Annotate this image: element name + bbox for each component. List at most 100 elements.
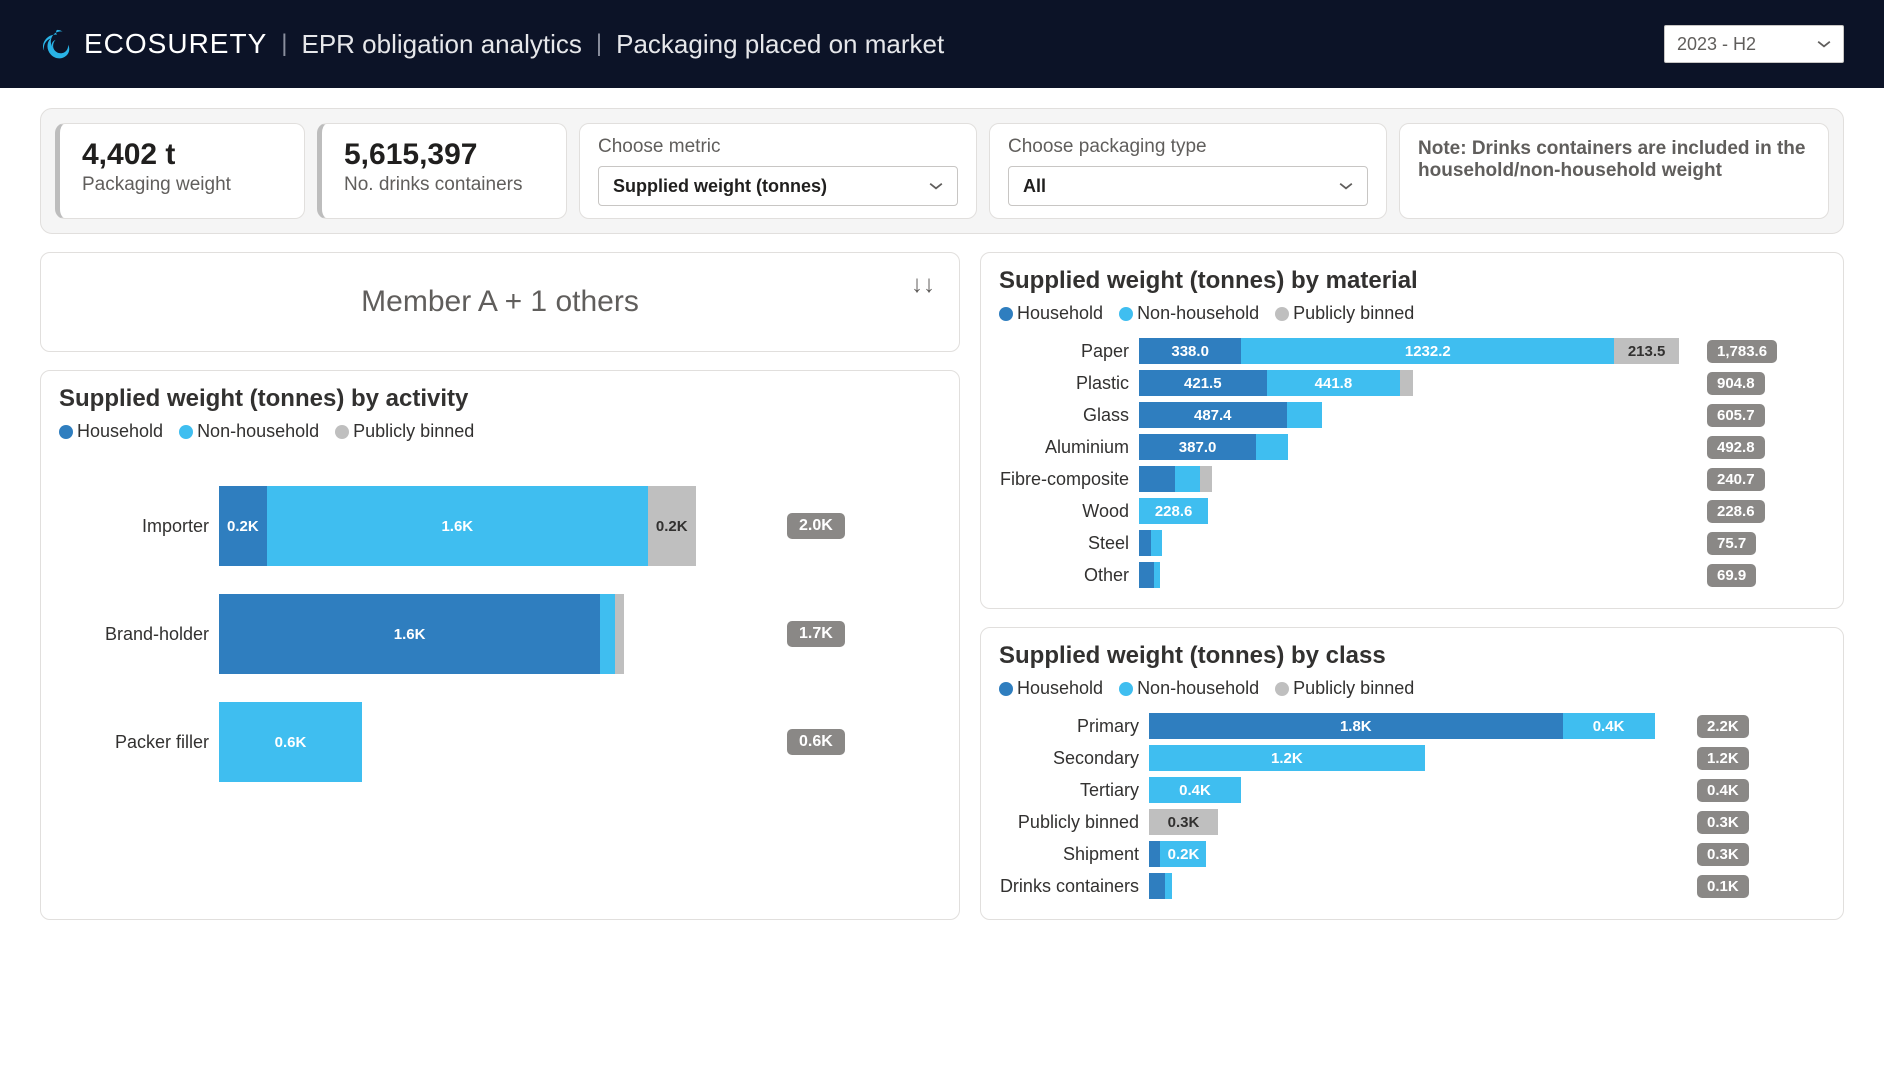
- activity-chart-card: Supplied weight (tonnes) by activity Hou…: [40, 370, 960, 920]
- bar-segment[interactable]: 0.4K: [1149, 777, 1241, 803]
- bar-row: Steel 75.7: [999, 530, 1825, 556]
- bar-segment[interactable]: 1.8K: [1149, 713, 1563, 739]
- bar-segment[interactable]: 1232.2: [1241, 338, 1614, 364]
- bar-track: 228.6: [1139, 498, 1699, 524]
- bar-segment[interactable]: 0.4K: [1563, 713, 1655, 739]
- bar-segment[interactable]: 0.3K: [1149, 809, 1218, 835]
- spiral-icon: [40, 27, 74, 61]
- kpi-value: 5,615,397: [344, 138, 544, 172]
- material-chart-card: Supplied weight (tonnes) by material Hou…: [980, 252, 1844, 609]
- legend-item[interactable]: Household: [999, 303, 1103, 324]
- bar-total-badge: 1.2K: [1697, 747, 1749, 770]
- bar-total-badge: 605.7: [1707, 404, 1765, 427]
- bar-segment[interactable]: 441.8: [1267, 370, 1401, 396]
- bar-segment[interactable]: 387.0: [1139, 434, 1256, 460]
- info-note: Note: Drinks containers are included in …: [1399, 123, 1829, 219]
- packaging-select[interactable]: All: [1008, 166, 1368, 206]
- bar-total-badge: 69.9: [1707, 564, 1756, 587]
- bar-segment[interactable]: 0.6K: [219, 702, 362, 782]
- bar-row: Brand-holder1.6K1.7K: [69, 594, 931, 674]
- chart-legend: Household Non-household Publicly binned: [59, 421, 941, 442]
- bar-track: 387.0: [1139, 434, 1699, 460]
- legend-item[interactable]: Publicly binned: [1275, 678, 1414, 699]
- legend-item[interactable]: Publicly binned: [335, 421, 474, 442]
- chevron-down-icon: [929, 179, 943, 193]
- bar-segment[interactable]: [1400, 370, 1413, 396]
- chart-title: Supplied weight (tonnes) by material: [999, 267, 1825, 295]
- bar-segment[interactable]: [600, 594, 614, 674]
- legend-dot-icon: [1119, 682, 1133, 696]
- bar-segment[interactable]: [1154, 562, 1160, 588]
- metric-selector-card: Choose metric Supplied weight (tonnes): [579, 123, 977, 219]
- legend-item[interactable]: Publicly binned: [1275, 303, 1414, 324]
- bar-segment[interactable]: 213.5: [1614, 338, 1679, 364]
- chart-bars: Primary1.8K0.4K2.2KSecondary1.2K1.2KTert…: [999, 713, 1825, 899]
- member-title: Member A + 1 others: [361, 285, 639, 319]
- kpi-label: No. drinks containers: [344, 174, 544, 196]
- bar-track: 0.2K: [1149, 841, 1689, 867]
- bar-segment[interactable]: [1139, 466, 1175, 492]
- bar-segment[interactable]: [1149, 841, 1160, 867]
- bar-segment[interactable]: 1.6K: [267, 486, 648, 566]
- packaging-selector-card: Choose packaging type All: [989, 123, 1387, 219]
- bar-segment[interactable]: [1165, 873, 1172, 899]
- bar-row: Fibre-composite240.7: [999, 466, 1825, 492]
- bar-segment[interactable]: [1139, 562, 1154, 588]
- chart-title: Supplied weight (tonnes) by activity: [59, 385, 941, 413]
- bar-total-badge: 0.4K: [1697, 779, 1749, 802]
- legend-label: Non-household: [197, 421, 319, 442]
- bar-row: Wood228.6228.6: [999, 498, 1825, 524]
- kpi-value: 4,402 t: [82, 138, 282, 172]
- legend-item[interactable]: Non-household: [1119, 303, 1259, 324]
- bar-total-badge: 1,783.6: [1707, 340, 1777, 363]
- bar-segment[interactable]: 487.4: [1139, 402, 1287, 428]
- legend-label: Household: [1017, 303, 1103, 324]
- bar-segment[interactable]: [615, 594, 625, 674]
- chevron-down-icon: [1339, 179, 1353, 193]
- header-title-2: Packaging placed on market: [616, 29, 944, 60]
- legend-label: Household: [77, 421, 163, 442]
- legend-item[interactable]: Non-household: [1119, 678, 1259, 699]
- legend-item[interactable]: Household: [999, 678, 1103, 699]
- chart-title: Supplied weight (tonnes) by class: [999, 642, 1825, 670]
- legend-label: Non-household: [1137, 678, 1259, 699]
- bar-segment[interactable]: [1175, 466, 1199, 492]
- sort-icon[interactable]: ↓↓: [911, 271, 935, 299]
- bar-category-label: Paper: [999, 341, 1139, 362]
- bar-segment[interactable]: [1151, 530, 1162, 556]
- bar-category-label: Steel: [999, 533, 1139, 554]
- bar-segment[interactable]: [1139, 530, 1151, 556]
- chart-legend: Household Non-household Publicly binned: [999, 303, 1825, 324]
- bar-total-badge: 2.0K: [787, 513, 845, 539]
- legend-dot-icon: [1119, 307, 1133, 321]
- bar-track: 0.4K: [1149, 777, 1689, 803]
- bar-category-label: Secondary: [999, 748, 1149, 769]
- kpi-filter-row: 4,402 t Packaging weight 5,615,397 No. d…: [40, 108, 1844, 234]
- bar-track: 1.8K0.4K: [1149, 713, 1689, 739]
- bar-segment[interactable]: [1149, 873, 1165, 899]
- bar-segment[interactable]: 1.2K: [1149, 745, 1425, 771]
- bar-track: 0.3K: [1149, 809, 1689, 835]
- bar-segment[interactable]: 421.5: [1139, 370, 1267, 396]
- bar-segment[interactable]: 0.2K: [1160, 841, 1206, 867]
- legend-item[interactable]: Household: [59, 421, 163, 442]
- bar-segment[interactable]: 0.2K: [219, 486, 267, 566]
- bar-segment[interactable]: 0.2K: [648, 486, 696, 566]
- bar-track: [1139, 530, 1699, 556]
- bar-row: Importer0.2K1.6K0.2K2.0K: [69, 486, 931, 566]
- bar-total-badge: 75.7: [1707, 532, 1756, 555]
- bar-segment[interactable]: [1256, 434, 1288, 460]
- bar-category-label: Publicly binned: [999, 812, 1149, 833]
- legend-item[interactable]: Non-household: [179, 421, 319, 442]
- bar-segment[interactable]: 338.0: [1139, 338, 1241, 364]
- period-select[interactable]: 2023 - H2: [1664, 25, 1844, 63]
- metric-select[interactable]: Supplied weight (tonnes): [598, 166, 958, 206]
- bar-row: Shipment0.2K0.3K: [999, 841, 1825, 867]
- bar-category-label: Importer: [69, 516, 219, 537]
- bar-segment[interactable]: [1200, 466, 1212, 492]
- bar-category-label: Primary: [999, 716, 1149, 737]
- bar-total-badge: 0.6K: [787, 729, 845, 755]
- bar-segment[interactable]: [1287, 402, 1323, 428]
- bar-segment[interactable]: 1.6K: [219, 594, 600, 674]
- bar-segment[interactable]: 228.6: [1139, 498, 1208, 524]
